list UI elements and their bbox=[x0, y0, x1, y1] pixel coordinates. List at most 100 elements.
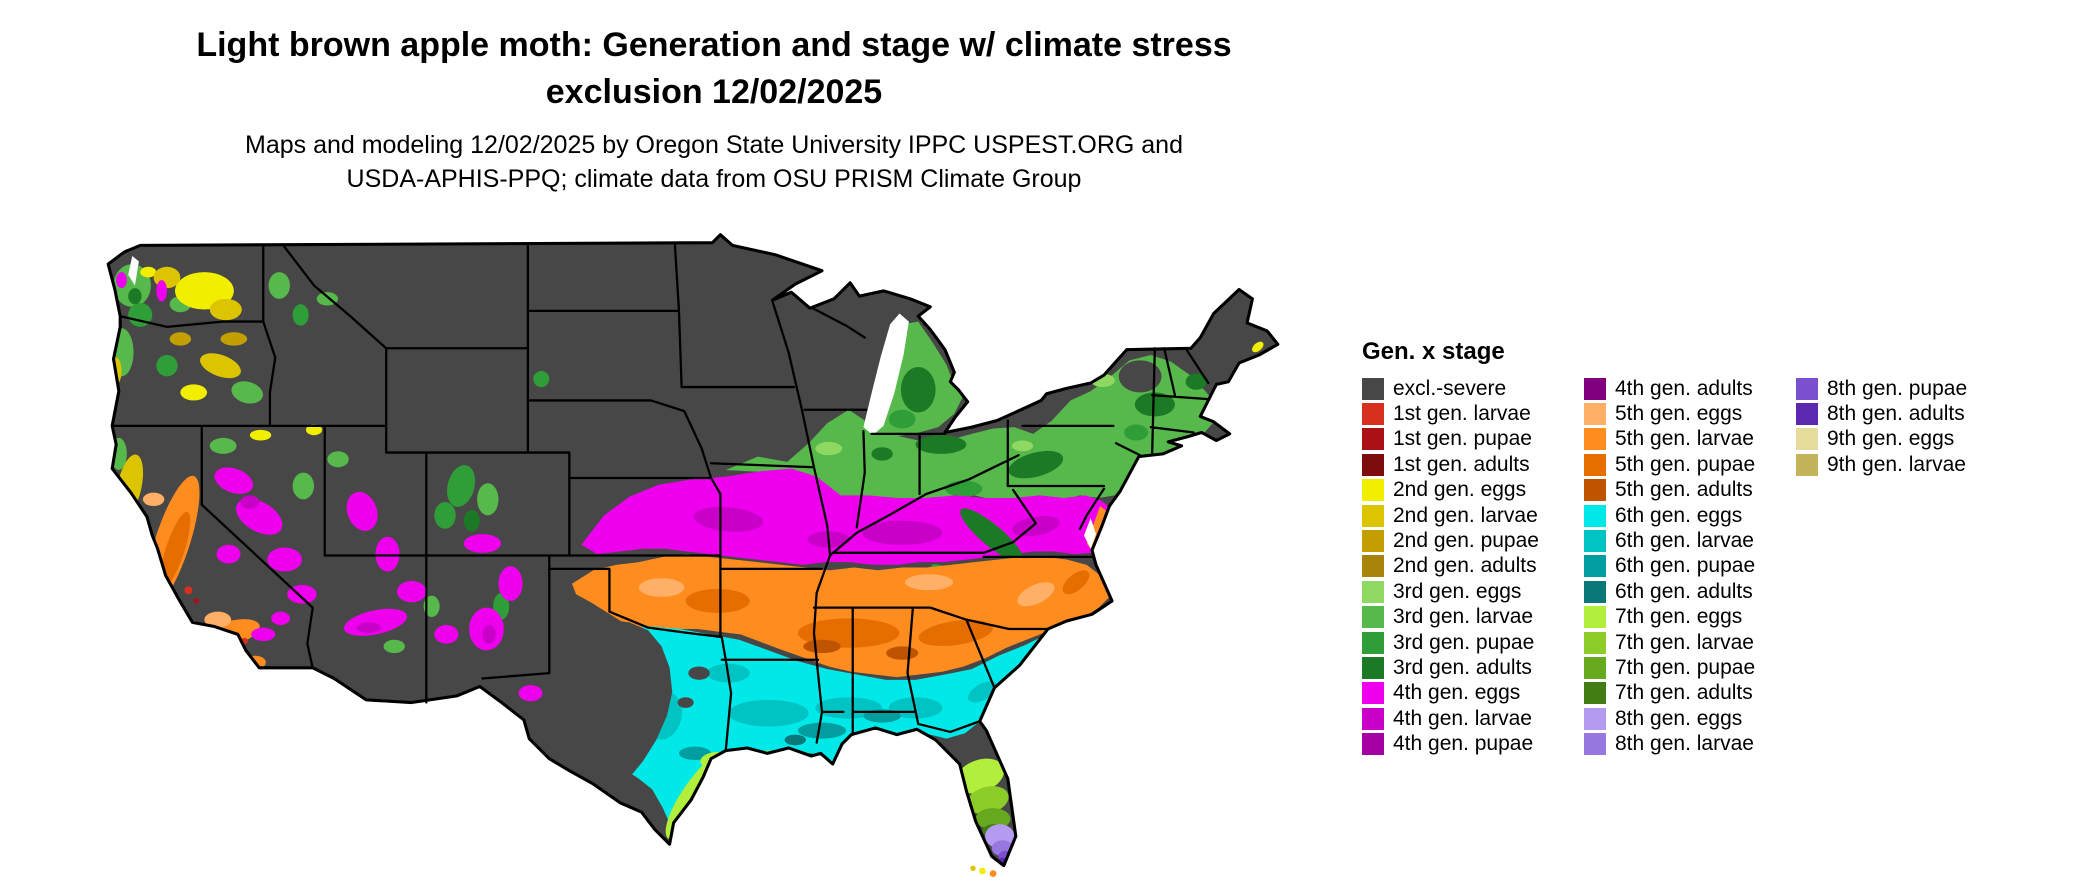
legend-item: 7th gen. larvae bbox=[1584, 630, 1796, 655]
legend-swatch bbox=[1362, 479, 1384, 502]
subtitle-line-2: USDA-APHIS-PPQ; climate data from OSU PR… bbox=[346, 165, 1082, 193]
legend-swatch bbox=[1362, 682, 1384, 705]
legend-label: 6th gen. eggs bbox=[1615, 503, 1743, 527]
legend-swatch bbox=[1362, 403, 1384, 426]
legend-swatch bbox=[1362, 656, 1384, 679]
legend-swatch bbox=[1584, 707, 1606, 730]
legend-swatch bbox=[1584, 656, 1606, 679]
legend-title: Gen. x stage bbox=[1362, 338, 1505, 365]
legend-swatch bbox=[1584, 606, 1606, 629]
map-region-fills bbox=[108, 234, 1278, 866]
legend-label: 8th gen. adults bbox=[1827, 402, 1965, 426]
legend-swatch bbox=[1796, 377, 1818, 400]
legend-label: 5th gen. pupae bbox=[1615, 452, 1756, 476]
title-line-1: Light brown apple moth: Generation and s… bbox=[196, 26, 1232, 64]
legend-label: 9th gen. larvae bbox=[1827, 452, 1966, 476]
legend-label: 2nd gen. eggs bbox=[1393, 478, 1527, 502]
map-florida-keys bbox=[970, 865, 997, 877]
legend-item: 5th gen. adults bbox=[1584, 478, 1796, 503]
legend-swatch bbox=[1796, 453, 1818, 476]
legend-swatch bbox=[1584, 453, 1606, 476]
legend-swatch bbox=[1584, 733, 1606, 756]
legend-label: 6th gen. larvae bbox=[1615, 529, 1754, 553]
legend-label: 7th gen. eggs bbox=[1615, 605, 1743, 629]
legend-item: 3rd gen. eggs bbox=[1362, 579, 1584, 604]
legend-swatch bbox=[1362, 504, 1384, 527]
legend-swatch bbox=[1584, 530, 1606, 553]
legend-item: 5th gen. eggs bbox=[1584, 401, 1796, 426]
legend-item: 2nd gen. eggs bbox=[1362, 478, 1584, 503]
us-map bbox=[100, 232, 1290, 883]
us-map-svg bbox=[106, 233, 1280, 877]
legend-label: 3rd gen. larvae bbox=[1393, 605, 1534, 629]
legend-label: 5th gen. adults bbox=[1615, 478, 1753, 502]
legend-item: 4th gen. pupae bbox=[1362, 731, 1584, 756]
legend-item: 2nd gen. larvae bbox=[1362, 503, 1584, 528]
map-west-patches bbox=[108, 264, 1264, 654]
legend-item: 8th gen. pupae bbox=[1796, 376, 2018, 401]
legend-swatch bbox=[1362, 580, 1384, 603]
legend-label: 1st gen. larvae bbox=[1393, 402, 1531, 426]
legend-swatch bbox=[1584, 428, 1606, 451]
legend-swatch bbox=[1584, 555, 1606, 578]
legend-item: excl.-severe bbox=[1362, 376, 1584, 401]
legend-label: 1st gen. adults bbox=[1393, 452, 1530, 476]
legend-item: 1st gen. larvae bbox=[1362, 401, 1584, 426]
legend-swatch bbox=[1584, 631, 1606, 654]
legend-swatch bbox=[1362, 606, 1384, 629]
legend-swatch bbox=[1362, 733, 1384, 756]
legend-column: 8th gen. pupae 8th gen. adults 9th gen. eg… bbox=[1796, 376, 2018, 757]
legend-label: excl.-severe bbox=[1393, 376, 1507, 400]
legend-item: 4th gen. larvae bbox=[1362, 706, 1584, 731]
legend-column: 4th gen. adults 5th gen. eggs 5th gen. lar… bbox=[1584, 376, 1796, 757]
legend-columns: excl.-severe 1st gen. larvae 1st gen. pupa… bbox=[1362, 376, 2018, 757]
legend-swatch bbox=[1584, 403, 1606, 426]
map-west-magenta bbox=[116, 272, 543, 702]
legend-item: 5th gen. larvae bbox=[1584, 427, 1796, 452]
legend-item: 8th gen. adults bbox=[1796, 401, 2018, 426]
legend-swatch bbox=[1362, 453, 1384, 476]
legend-swatch bbox=[1796, 403, 1818, 426]
legend-item: 3rd gen. pupae bbox=[1362, 630, 1584, 655]
legend-swatch bbox=[1796, 428, 1818, 451]
legend-swatch bbox=[1584, 504, 1606, 527]
legend-swatch bbox=[1362, 428, 1384, 451]
legend-item: 7th gen. eggs bbox=[1584, 605, 1796, 630]
map-outline bbox=[106, 233, 1280, 868]
legend-item: 3rd gen. adults bbox=[1362, 655, 1584, 680]
legend-item: 5th gen. pupae bbox=[1584, 452, 1796, 477]
legend-item: 8th gen. eggs bbox=[1584, 706, 1796, 731]
legend-swatch bbox=[1362, 631, 1384, 654]
legend-label: 7th gen. adults bbox=[1615, 681, 1753, 705]
legend-item: 9th gen. eggs bbox=[1796, 427, 2018, 452]
legend-item: 6th gen. pupae bbox=[1584, 554, 1796, 579]
map-texas-gray bbox=[482, 619, 710, 789]
legend-label: 8th gen. pupae bbox=[1827, 376, 1968, 400]
legend-label: 4th gen. larvae bbox=[1393, 706, 1532, 730]
legend-label: 2nd gen. adults bbox=[1393, 554, 1537, 578]
legend-label: 4th gen. eggs bbox=[1393, 681, 1521, 705]
legend-item: 3rd gen. larvae bbox=[1362, 605, 1584, 630]
legend-swatch bbox=[1584, 682, 1606, 705]
legend-label: 7th gen. larvae bbox=[1615, 630, 1754, 654]
legend-label: 6th gen. pupae bbox=[1615, 554, 1756, 578]
legend-item: 1st gen. adults bbox=[1362, 452, 1584, 477]
legend-label: 4th gen. adults bbox=[1615, 376, 1753, 400]
page-subtitle: Maps and modeling 12/02/2025 by Oregon S… bbox=[64, 128, 1364, 196]
legend-item: 2nd gen. adults bbox=[1362, 554, 1584, 579]
legend-swatch bbox=[1584, 479, 1606, 502]
legend-item: 1st gen. pupae bbox=[1362, 427, 1584, 452]
legend-swatch bbox=[1362, 707, 1384, 730]
legend-label: 3rd gen. eggs bbox=[1393, 579, 1522, 603]
legend-item: 8th gen. larvae bbox=[1584, 731, 1796, 756]
legend-item: 7th gen. adults bbox=[1584, 681, 1796, 706]
legend-item: 6th gen. larvae bbox=[1584, 528, 1796, 553]
legend-item: 4th gen. eggs bbox=[1362, 681, 1584, 706]
legend-label: 1st gen. pupae bbox=[1393, 427, 1532, 451]
legend-swatch bbox=[1362, 555, 1384, 578]
legend-label: 8th gen. eggs bbox=[1615, 706, 1743, 730]
legend-label: 3rd gen. pupae bbox=[1393, 630, 1535, 654]
legend-swatch bbox=[1584, 580, 1606, 603]
legend-item: 4th gen. adults bbox=[1584, 376, 1796, 401]
legend-column: excl.-severe 1st gen. larvae 1st gen. pupa… bbox=[1362, 376, 1584, 757]
